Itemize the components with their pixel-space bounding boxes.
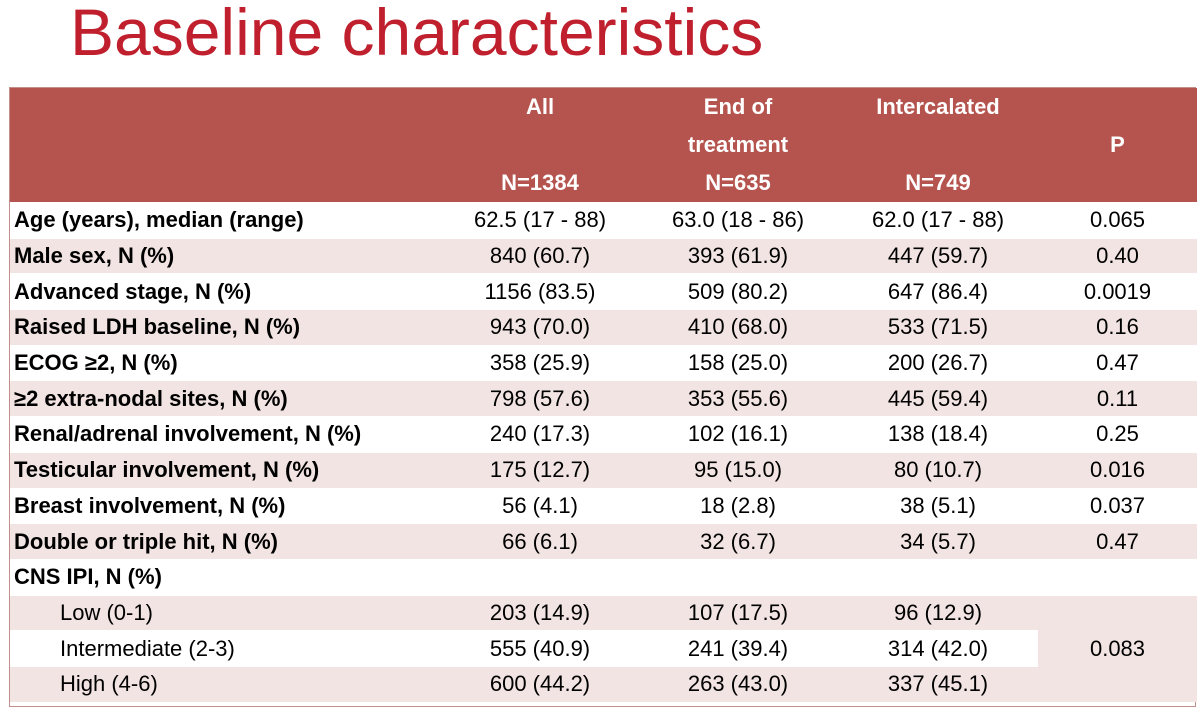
cell-all: 943 (70.0) [442, 309, 638, 346]
cell-all: 600 (44.2) [442, 665, 638, 702]
cell-p: 0.47 [1038, 344, 1197, 381]
row-label: Low (0-1) [10, 594, 442, 631]
table-row-cns-ipi-header: CNS IPI, N (%) [10, 558, 1197, 596]
header-intercalated: Intercalated N=749 [838, 88, 1038, 203]
cell-int: 647 (86.4) [838, 273, 1038, 310]
table-row: Age (years), median (range) 62.5 (17 - 8… [10, 202, 1197, 239]
cell-all: 175 (12.7) [442, 451, 638, 488]
cell-p: 0.25 [1038, 416, 1197, 453]
cell-eot: 63.0 (18 - 86) [638, 202, 838, 239]
cell-all: 840 (60.7) [442, 237, 638, 274]
cell-int: 62.0 (17 - 88) [838, 202, 1038, 239]
cell-all: 798 (57.6) [442, 380, 638, 417]
cell-eot: 241 (39.4) [638, 630, 838, 667]
cell-int: 80 (10.7) [838, 451, 1038, 488]
baseline-table-container: All N=1384 End of treatment N=635 Interc… [9, 87, 1197, 707]
table-row-cns-ipi-sub: Low (0-1) 203 (14.9) 107 (17.5) 96 (12.9… [10, 594, 1197, 702]
row-label: High (4-6) [10, 665, 442, 702]
row-label: ≥2 extra-nodal sites, N (%) [10, 380, 442, 417]
cell-eot: 263 (43.0) [638, 665, 838, 702]
header-int-n: N=749 [905, 170, 971, 195]
table-row: Advanced stage, N (%) 1156 (83.5) 509 (8… [10, 273, 1197, 310]
cell-int: 138 (18.4) [838, 416, 1038, 453]
cell-p: 0.16 [1038, 309, 1197, 346]
cell-eot: 32 (6.7) [638, 523, 838, 560]
cell-int: 337 (45.1) [838, 665, 1038, 702]
table-row: Raised LDH baseline, N (%) 943 (70.0) 41… [10, 309, 1197, 346]
cell-p: 0.037 [1038, 487, 1197, 524]
cell-all: 62.5 (17 - 88) [442, 202, 638, 239]
row-label: Raised LDH baseline, N (%) [10, 309, 442, 346]
cell-p: 0.065 [1038, 202, 1197, 239]
cell-all: 56 (4.1) [442, 487, 638, 524]
cell-p-cns-ipi: 0.083 [1038, 594, 1197, 702]
header-all-n: N=1384 [501, 170, 579, 195]
cell-all: 240 (17.3) [442, 416, 638, 453]
table-row: Male sex, N (%) 840 (60.7) 393 (61.9) 44… [10, 237, 1197, 274]
cell-p: 0.40 [1038, 237, 1197, 274]
cell-all: 203 (14.9) [442, 594, 638, 631]
table-row: Double or triple hit, N (%) 66 (6.1) 32 … [10, 523, 1197, 560]
table-body: Age (years), median (range) 62.5 (17 - 8… [10, 202, 1197, 702]
row-label: Advanced stage, N (%) [10, 273, 442, 310]
cell-eot: 18 (2.8) [638, 487, 838, 524]
cell-p: 0.11 [1038, 380, 1197, 417]
table-row-cns-ipi-sub: High (4-6) 600 (44.2) 263 (43.0) 337 (45… [10, 665, 1197, 702]
cell-eot: 410 (68.0) [638, 309, 838, 346]
cell-int: 314 (42.0) [838, 630, 1038, 667]
cell-p: 0.47 [1038, 523, 1197, 560]
cell-all: 1156 (83.5) [442, 273, 638, 310]
cell-int: 34 (5.7) [838, 523, 1038, 560]
cell-eot: 353 (55.6) [638, 380, 838, 417]
cell-eot: 107 (17.5) [638, 594, 838, 631]
table-row: Testicular involvement, N (%) 175 (12.7)… [10, 451, 1197, 488]
row-label: Intermediate (2-3) [10, 630, 442, 667]
header-label-column [10, 88, 442, 203]
baseline-characteristics-table: All N=1384 End of treatment N=635 Interc… [10, 88, 1197, 702]
row-label: Double or triple hit, N (%) [10, 523, 442, 560]
cell-int: 533 (71.5) [838, 309, 1038, 346]
header-int-label: Intercalated [876, 94, 1000, 119]
row-label: Breast involvement, N (%) [10, 487, 442, 524]
cell-eot [638, 558, 838, 596]
header-end-of-treatment: End of treatment N=635 [638, 88, 838, 203]
table-row-cns-ipi-sub: Intermediate (2-3) 555 (40.9) 241 (39.4)… [10, 630, 1197, 667]
cell-eot: 102 (16.1) [638, 416, 838, 453]
cell-int: 200 (26.7) [838, 344, 1038, 381]
header-all: All N=1384 [442, 88, 638, 203]
row-label: Age (years), median (range) [10, 202, 442, 239]
table-row: ECOG ≥2, N (%) 358 (25.9) 158 (25.0) 200… [10, 344, 1197, 381]
cell-eot: 95 (15.0) [638, 451, 838, 488]
cell-eot: 393 (61.9) [638, 237, 838, 274]
cell-eot: 509 (80.2) [638, 273, 838, 310]
cell-all: 555 (40.9) [442, 630, 638, 667]
table-header-row: All N=1384 End of treatment N=635 Interc… [10, 88, 1197, 203]
cell-eot: 158 (25.0) [638, 344, 838, 381]
row-label: Renal/adrenal involvement, N (%) [10, 416, 442, 453]
table-row: Breast involvement, N (%) 56 (4.1) 18 (2… [10, 487, 1197, 524]
table-row: Renal/adrenal involvement, N (%) 240 (17… [10, 416, 1197, 453]
row-label: Male sex, N (%) [10, 237, 442, 274]
cell-p: 0.016 [1038, 451, 1197, 488]
table-row: ≥2 extra-nodal sites, N (%) 798 (57.6) 3… [10, 380, 1197, 417]
cell-int [838, 558, 1038, 596]
cell-int: 447 (59.7) [838, 237, 1038, 274]
cell-int: 445 (59.4) [838, 380, 1038, 417]
cell-int: 96 (12.9) [838, 594, 1038, 631]
cell-p [1038, 558, 1197, 596]
cell-all: 358 (25.9) [442, 344, 638, 381]
cell-int: 38 (5.1) [838, 487, 1038, 524]
row-label: ECOG ≥2, N (%) [10, 344, 442, 381]
header-eot-label-line1: End of [703, 94, 773, 119]
header-eot-label-line2: treatment [687, 132, 789, 157]
page-title: Baseline characteristics [70, 0, 764, 69]
cell-p: 0.0019 [1038, 273, 1197, 310]
cell-all [442, 558, 638, 596]
cell-all: 66 (6.1) [442, 523, 638, 560]
row-label: Testicular involvement, N (%) [10, 451, 442, 488]
header-p: P [1038, 88, 1197, 203]
row-label: CNS IPI, N (%) [10, 558, 442, 596]
header-all-label: All [525, 94, 555, 119]
header-eot-n: N=635 [705, 170, 771, 195]
